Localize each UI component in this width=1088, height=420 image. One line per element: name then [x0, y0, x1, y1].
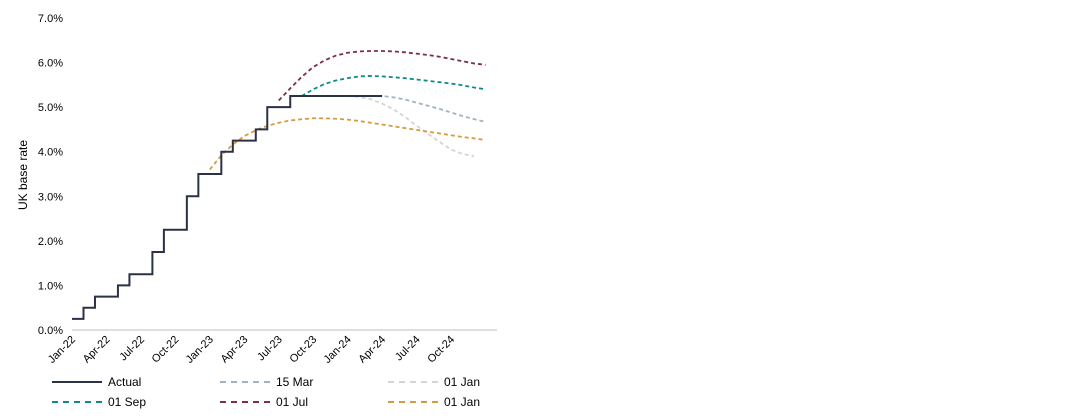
series-lines	[72, 50, 486, 320]
y-tick-label: 2.0%	[38, 236, 63, 248]
legend-label: 15 Mar	[276, 375, 314, 389]
legend-label: Actual	[108, 375, 142, 389]
x-tick-label: Jan-23	[184, 334, 216, 366]
legend-item: 01 Jan	[388, 393, 480, 411]
y-tick-label: 1.0%	[38, 280, 63, 292]
legend-label: 01 Sep	[108, 395, 147, 409]
x-tick-label: Apr-22	[81, 334, 113, 366]
legend-swatch	[220, 381, 270, 383]
x-tick-label: Apr-24	[356, 334, 388, 366]
legend-item: 01 Sep	[52, 393, 146, 411]
legend-swatch	[52, 381, 102, 383]
series-line-3	[301, 75, 486, 97]
y-tick-label: 3.0%	[38, 191, 63, 203]
legend-item: Actual	[52, 373, 141, 391]
x-tick-label: Oct-24	[425, 334, 457, 366]
legend-swatch	[388, 401, 438, 403]
y-axis-title: UK base rate	[16, 140, 30, 210]
x-tick-label: Apr-23	[219, 334, 251, 366]
y-tick-label: 7.0%	[38, 13, 63, 25]
y-axis-ticks: 0.0% 1.0% 2.0% 3.0% 4.0% 5.0% 6.0% 7.0%	[38, 13, 63, 337]
y-tick-label: 0.0%	[38, 325, 63, 337]
legend-item: 01 Jul	[220, 393, 308, 411]
y-tick-label: 4.0%	[38, 147, 63, 159]
x-tick-label: Jan-24	[322, 334, 354, 366]
series-line-4	[278, 50, 486, 102]
legend-label: 01 Jan	[444, 395, 481, 409]
legend-swatch	[220, 401, 270, 403]
x-tick-label: Oct-23	[288, 334, 320, 366]
y-tick-label: 6.0%	[38, 58, 63, 70]
series-line-1	[370, 95, 486, 123]
x-tick-label: Jul-23	[255, 334, 285, 364]
legend-swatch	[52, 401, 102, 403]
x-tick-label: Oct-22	[150, 334, 182, 366]
legend-label: 01 Jan	[444, 375, 481, 389]
series-line-2	[347, 95, 475, 158]
x-tick-label: Jan-22	[46, 334, 78, 366]
legend-label: 01 Jul	[276, 395, 309, 409]
legend-item: 01 Jan	[388, 373, 480, 391]
x-tick-label: Jul-24	[393, 334, 423, 364]
legend-item: 15 Mar	[220, 373, 313, 391]
series-line-5	[209, 117, 486, 171]
legend-swatch	[388, 381, 438, 383]
y-tick-label: 5.0%	[38, 102, 63, 114]
x-axis-ticks: Jan-22 Apr-22 Jul-22 Oct-22 Jan-23 Apr-23 Jul-…	[46, 334, 457, 366]
chart-legend: Actual 15 Mar 01 Jan 01 Sep 01 Jul 01 Jan	[52, 373, 522, 415]
series-line-0	[72, 95, 383, 320]
x-tick-label: Jul-22	[117, 334, 147, 364]
